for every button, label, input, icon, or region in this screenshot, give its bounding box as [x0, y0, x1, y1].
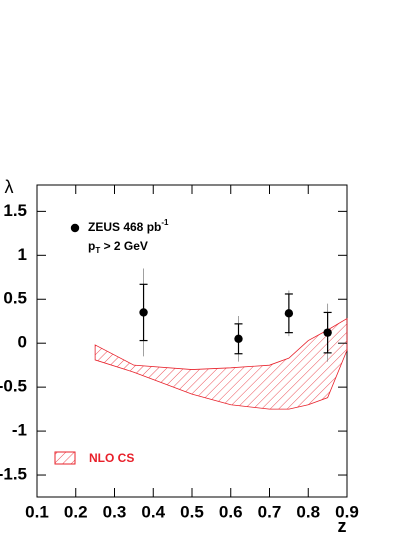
legend-label: ZEUS 468 pb-1 [88, 218, 169, 234]
nlo-band [94, 317, 348, 410]
x-tick-label: 0.7 [258, 502, 282, 521]
annotation-sub: T [95, 246, 100, 255]
x-axis-label: z [338, 516, 347, 536]
legend: ZEUS 468 pb-1 pT > 2 GeV NLO CS [54, 218, 169, 465]
x-tick-label: 0.1 [25, 502, 49, 521]
annotation-text: p [88, 239, 95, 253]
data-point [323, 328, 332, 337]
plot-frame [36, 184, 348, 498]
annotation-text: > 2 GeV [100, 239, 148, 253]
data-point [234, 334, 243, 344]
x-tick-label: 0.2 [64, 502, 88, 521]
x-tick-label: 0.6 [219, 502, 243, 521]
y-tick-label: -1 [12, 421, 27, 440]
annotation: pT > 2 GeV [88, 239, 148, 255]
legend-sup: -1 [161, 218, 169, 227]
legend-label: NLO CS [89, 451, 134, 465]
x-tick-label: 0.9 [335, 502, 359, 521]
y-tick-label: 1.5 [3, 201, 27, 220]
x-tick-label: 0.4 [141, 502, 165, 521]
y-tick-label: -0.5 [0, 377, 27, 396]
y-tick-label: 0 [18, 333, 27, 352]
y-tick-label: 0.5 [3, 289, 27, 308]
y-tick-label: 1 [18, 245, 27, 264]
x-tick-label: 0.3 [103, 502, 127, 521]
legend-swatch [54, 451, 76, 465]
data-point [284, 309, 294, 318]
y-tick-label: -1.5 [0, 465, 27, 484]
legend-marker [70, 223, 80, 233]
x-tick-label: 0.8 [296, 502, 320, 521]
x-tick-label: 0.5 [180, 502, 204, 521]
legend-text: ZEUS 468 pb [88, 220, 161, 234]
data-point [139, 308, 148, 317]
y-axis-label: λ [5, 177, 14, 197]
